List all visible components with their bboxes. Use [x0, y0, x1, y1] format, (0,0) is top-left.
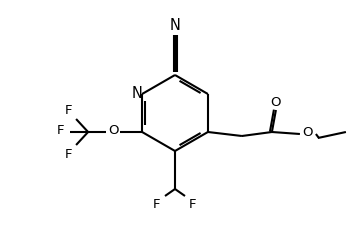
Text: F: F: [56, 124, 64, 138]
Text: O: O: [303, 127, 313, 139]
Text: F: F: [153, 198, 161, 212]
Text: F: F: [189, 198, 197, 212]
Text: F: F: [64, 104, 72, 116]
Text: N: N: [170, 18, 180, 33]
Text: N: N: [132, 85, 142, 100]
Text: O: O: [108, 124, 118, 138]
Text: O: O: [271, 95, 281, 109]
Text: F: F: [64, 148, 72, 160]
